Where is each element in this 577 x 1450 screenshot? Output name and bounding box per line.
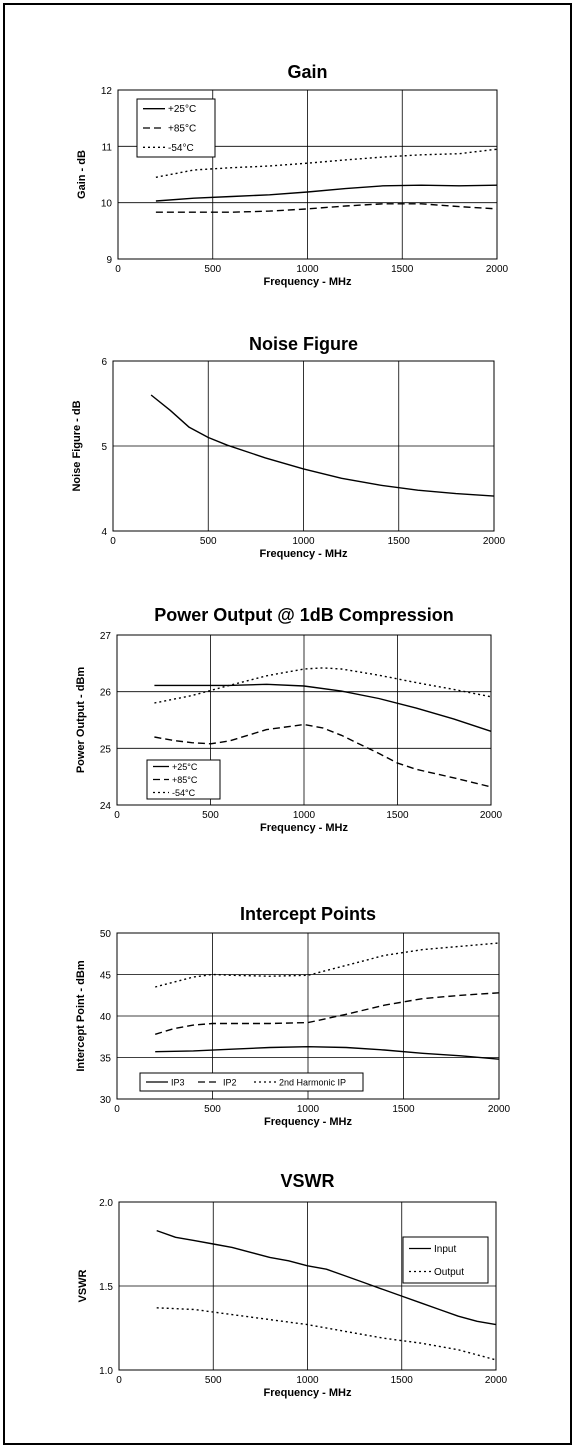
x-axis-label: Frequency - MHz [263,276,352,288]
chart-2: Noise Figure 0 500 1000 1500 2000 4 5 6 Frequency… [71,334,506,560]
y-tick-label: 1.5 [99,1282,113,1293]
y-tick-label: 24 [100,801,112,812]
series-line [154,683,492,732]
x-axis-label: Frequency - MHz [264,1116,353,1128]
chart-4: Intercept Points 0 500 1000 1500 2000 30 35 40 45… [75,904,511,1128]
chart-3: Power Output @ 1dB Compression 0 500 1000 15… [75,605,503,834]
x-tick-label: 1500 [391,1375,414,1386]
x-tick-label: 500 [204,264,221,275]
x-tick-label: 0 [116,1375,122,1386]
legend-box [402,1236,489,1284]
legend: Input Output [402,1236,489,1284]
legend-label: -54°C [172,788,196,798]
series-line [155,203,498,213]
legend-label: -54°C [168,143,194,154]
x-tick-label: 2000 [480,810,503,821]
y-axis-label: VSWR [77,1269,89,1302]
legend-label: +85°C [168,124,196,135]
y-tick-label: 1.0 [99,1366,113,1377]
series-line [150,394,495,497]
x-tick-label: 2000 [483,536,506,547]
y-axis-label: Power Output - dBm [75,667,87,774]
legend-label: +85°C [172,775,198,785]
legend: +25°C +85°C -54°C [136,98,216,158]
y-tick-label: 10 [101,199,113,210]
chart-title: Intercept Points [240,904,376,924]
x-tick-label: 500 [202,810,219,821]
x-tick-label: 500 [205,1375,222,1386]
series-line [155,148,498,178]
legend-label: Output [434,1267,464,1278]
legend-label: +25°C [168,104,196,115]
chart-title: Gain [287,62,327,82]
series-line [156,1307,497,1361]
legend-box [139,1072,364,1092]
plot-border [117,89,498,260]
x-tick-label: 500 [204,1104,221,1115]
x-axis-label: Frequency - MHz [263,1387,352,1399]
y-tick-label: 35 [100,1054,112,1065]
chart-title: Noise Figure [249,334,358,354]
y-tick-label: 6 [101,357,107,368]
x-tick-label: 1500 [391,264,414,275]
x-tick-label: 1000 [292,536,315,547]
legend: IP3 IP2 2nd Harmonic IP [139,1072,364,1092]
x-tick-label: 0 [114,810,120,821]
y-tick-label: 30 [100,1095,112,1106]
x-axis-label: Frequency - MHz [259,548,348,560]
x-tick-label: 0 [114,1104,120,1115]
plot-border [116,932,500,1100]
x-tick-label: 1000 [296,264,319,275]
chart-5: VSWR 0 500 1000 1500 2000 1.0 1.5 2.0 Frequency -… [77,1171,508,1399]
legend-label: +25°C [172,762,198,772]
x-tick-label: 2000 [486,264,509,275]
legend-label: IP2 [223,1078,237,1088]
y-tick-label: 27 [100,631,112,642]
y-tick-label: 5 [101,442,107,453]
x-tick-label: 1500 [388,536,411,547]
chart-1: Gain 0 500 1000 1500 2000 9 10 11 12 Frequency - M… [76,62,509,288]
series-line [155,184,498,202]
series-line [155,942,500,988]
y-tick-label: 50 [100,929,112,940]
x-tick-label: 1000 [293,810,316,821]
y-tick-label: 2.0 [99,1198,113,1209]
y-tick-label: 26 [100,688,112,699]
y-tick-label: 11 [102,142,113,153]
y-axis-label: Gain - dB [76,150,88,199]
series-line [154,723,492,788]
x-tick-label: 0 [110,536,116,547]
legend-label: Input [434,1244,456,1255]
x-tick-label: 1000 [297,1104,320,1115]
x-tick-label: 2000 [488,1104,511,1115]
y-tick-label: 12 [101,86,113,97]
page-frame [3,3,572,1445]
series-line [154,992,500,1035]
series-line [156,1229,497,1326]
x-axis-label: Frequency - MHz [260,822,349,834]
y-axis-label: Noise Figure - dB [71,400,83,491]
plot-border [116,634,492,806]
x-tick-label: 500 [200,536,217,547]
x-tick-label: 1000 [296,1375,319,1386]
plot-border [118,1201,497,1371]
y-tick-label: 45 [100,971,112,982]
legend-label: IP3 [171,1078,185,1088]
y-tick-label: 4 [101,527,107,538]
y-tick-label: 25 [100,744,112,755]
x-tick-label: 1500 [386,810,409,821]
x-tick-label: 2000 [485,1375,508,1386]
y-tick-label: 40 [100,1012,112,1023]
y-tick-label: 9 [106,255,112,266]
plot-border [112,360,495,532]
x-tick-label: 0 [115,264,121,275]
series-line [155,1045,500,1060]
legend-label: 2nd Harmonic IP [279,1078,346,1088]
legend: +25°C +85°C -54°C [146,759,221,800]
y-axis-label: Intercept Point - dBm [75,960,87,1071]
chart-title: Power Output @ 1dB Compression [154,605,454,625]
chart-title: VSWR [281,1171,335,1191]
x-tick-label: 1500 [392,1104,415,1115]
